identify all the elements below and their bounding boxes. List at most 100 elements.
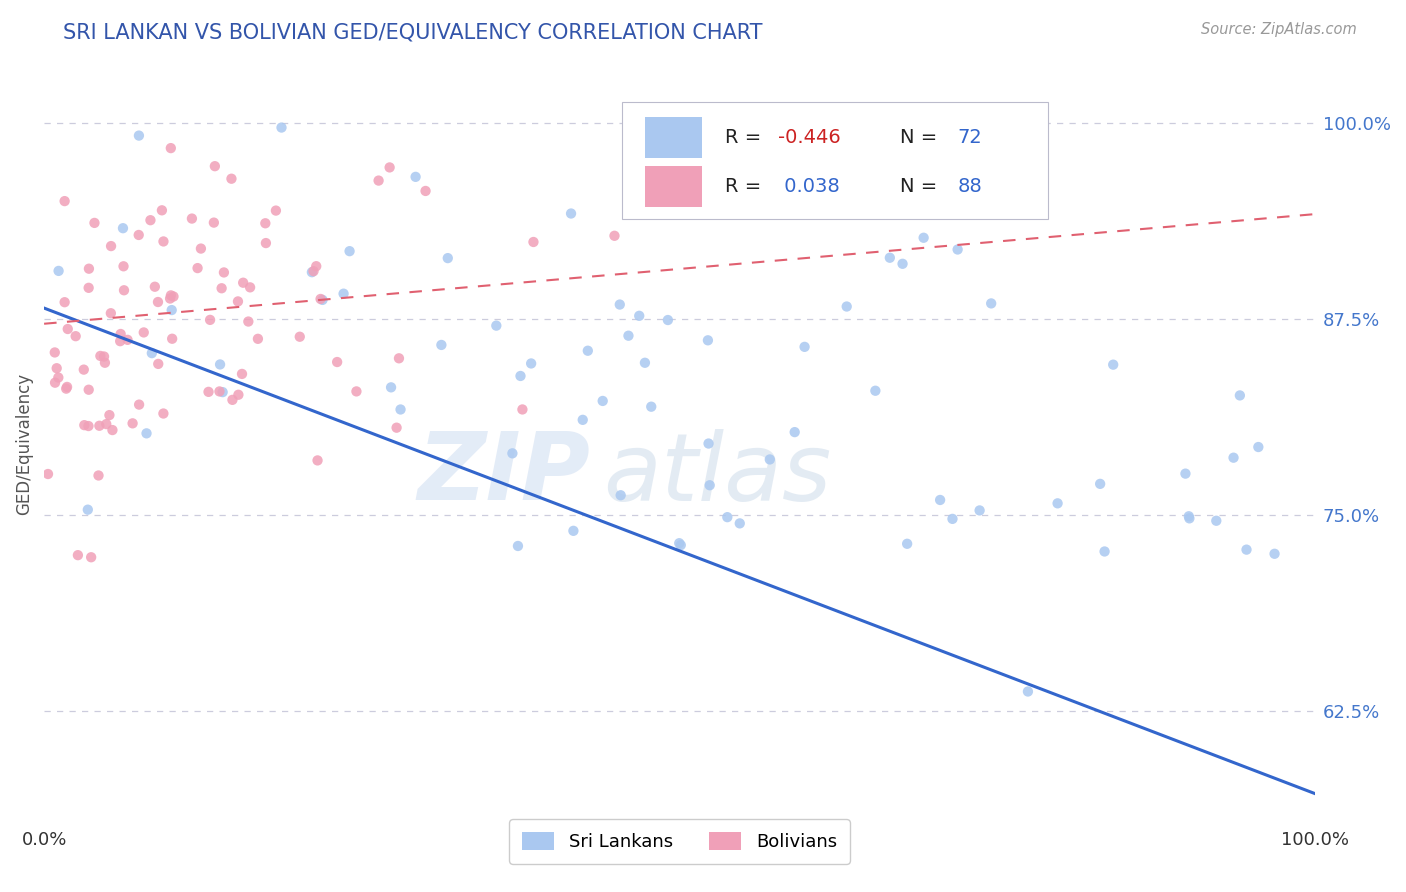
Point (367, 173, 389, 187)
Point (128, 227, 150, 242)
Text: 88: 88 (957, 177, 983, 195)
Point (132, 326, 155, 340)
Point (520, 356, 543, 370)
Point (628, 309, 651, 323)
Point (226, 294, 249, 309)
Point (929, 493, 952, 508)
Point (221, 392, 243, 407)
Point (759, 452, 782, 467)
Point (793, 340, 815, 354)
Point (603, 228, 626, 243)
Point (46, 370, 69, 384)
Point (160, 288, 183, 302)
Point (301, 265, 323, 279)
Point (66, 548, 89, 562)
Point (501, 446, 523, 460)
Point (1046, 496, 1069, 510)
Point (941, 512, 963, 526)
Point (380, 380, 402, 394)
Point (509, 368, 531, 383)
Point (699, 478, 721, 492)
Point (980, 296, 1002, 310)
Point (73, 362, 96, 376)
Text: ZIP: ZIP (418, 428, 591, 520)
Point (1236, 542, 1258, 557)
Point (560, 206, 582, 220)
Point (77, 383, 100, 397)
Point (1229, 388, 1251, 402)
Point (198, 313, 221, 327)
Point (1017, 684, 1039, 698)
Point (562, 524, 585, 538)
Point (609, 488, 631, 502)
Point (311, 293, 333, 307)
Point (112, 260, 135, 274)
Point (891, 257, 914, 271)
Point (148, 357, 170, 371)
Point (436, 251, 458, 265)
Text: N =: N = (900, 177, 943, 195)
Point (609, 297, 631, 311)
Point (668, 536, 690, 550)
Point (231, 367, 253, 381)
Point (1178, 511, 1201, 525)
Point (221, 171, 243, 186)
Point (159, 141, 181, 155)
Point (44, 376, 66, 390)
Point (716, 510, 738, 524)
Point (110, 326, 132, 341)
Point (202, 216, 225, 230)
Point (101, 423, 124, 437)
Point (150, 203, 173, 218)
Point (135, 426, 157, 441)
Point (634, 356, 657, 370)
Point (89, 418, 111, 433)
Point (208, 384, 231, 399)
Point (100, 239, 122, 253)
Point (94, 356, 117, 370)
Point (139, 213, 162, 227)
Point (246, 332, 269, 346)
Point (121, 417, 143, 431)
Point (80, 550, 103, 565)
Text: R =: R = (725, 177, 768, 195)
Point (1205, 514, 1227, 528)
Point (1088, 476, 1111, 491)
Point (1178, 509, 1201, 524)
Point (76, 502, 98, 516)
Point (55, 382, 77, 396)
Point (865, 384, 887, 398)
Point (1174, 467, 1197, 481)
Text: N =: N = (900, 128, 943, 147)
Point (111, 221, 134, 235)
Point (143, 279, 166, 293)
Point (388, 351, 411, 366)
Text: 72: 72 (957, 128, 983, 147)
FancyBboxPatch shape (645, 117, 702, 158)
Point (302, 264, 325, 278)
Point (339, 244, 361, 259)
Point (309, 292, 332, 306)
Point (405, 169, 427, 184)
Point (98, 408, 121, 422)
Point (969, 503, 991, 517)
Text: SRI LANKAN VS BOLIVIAN GED/EQUIVALENCY CORRELATION CHART: SRI LANKAN VS BOLIVIAN GED/EQUIVALENCY C… (63, 22, 763, 42)
Point (44, 345, 66, 359)
Point (576, 343, 599, 358)
Point (187, 261, 209, 276)
Point (141, 346, 163, 360)
Point (180, 211, 202, 226)
Point (430, 338, 453, 352)
Point (346, 384, 368, 399)
Point (697, 436, 720, 450)
Point (212, 265, 235, 279)
Point (657, 313, 679, 327)
Point (728, 516, 751, 531)
Point (270, 120, 292, 135)
Point (696, 334, 718, 348)
Point (506, 539, 529, 553)
Point (108, 334, 131, 348)
Point (96, 417, 118, 431)
Point (305, 259, 328, 273)
Point (264, 203, 287, 218)
